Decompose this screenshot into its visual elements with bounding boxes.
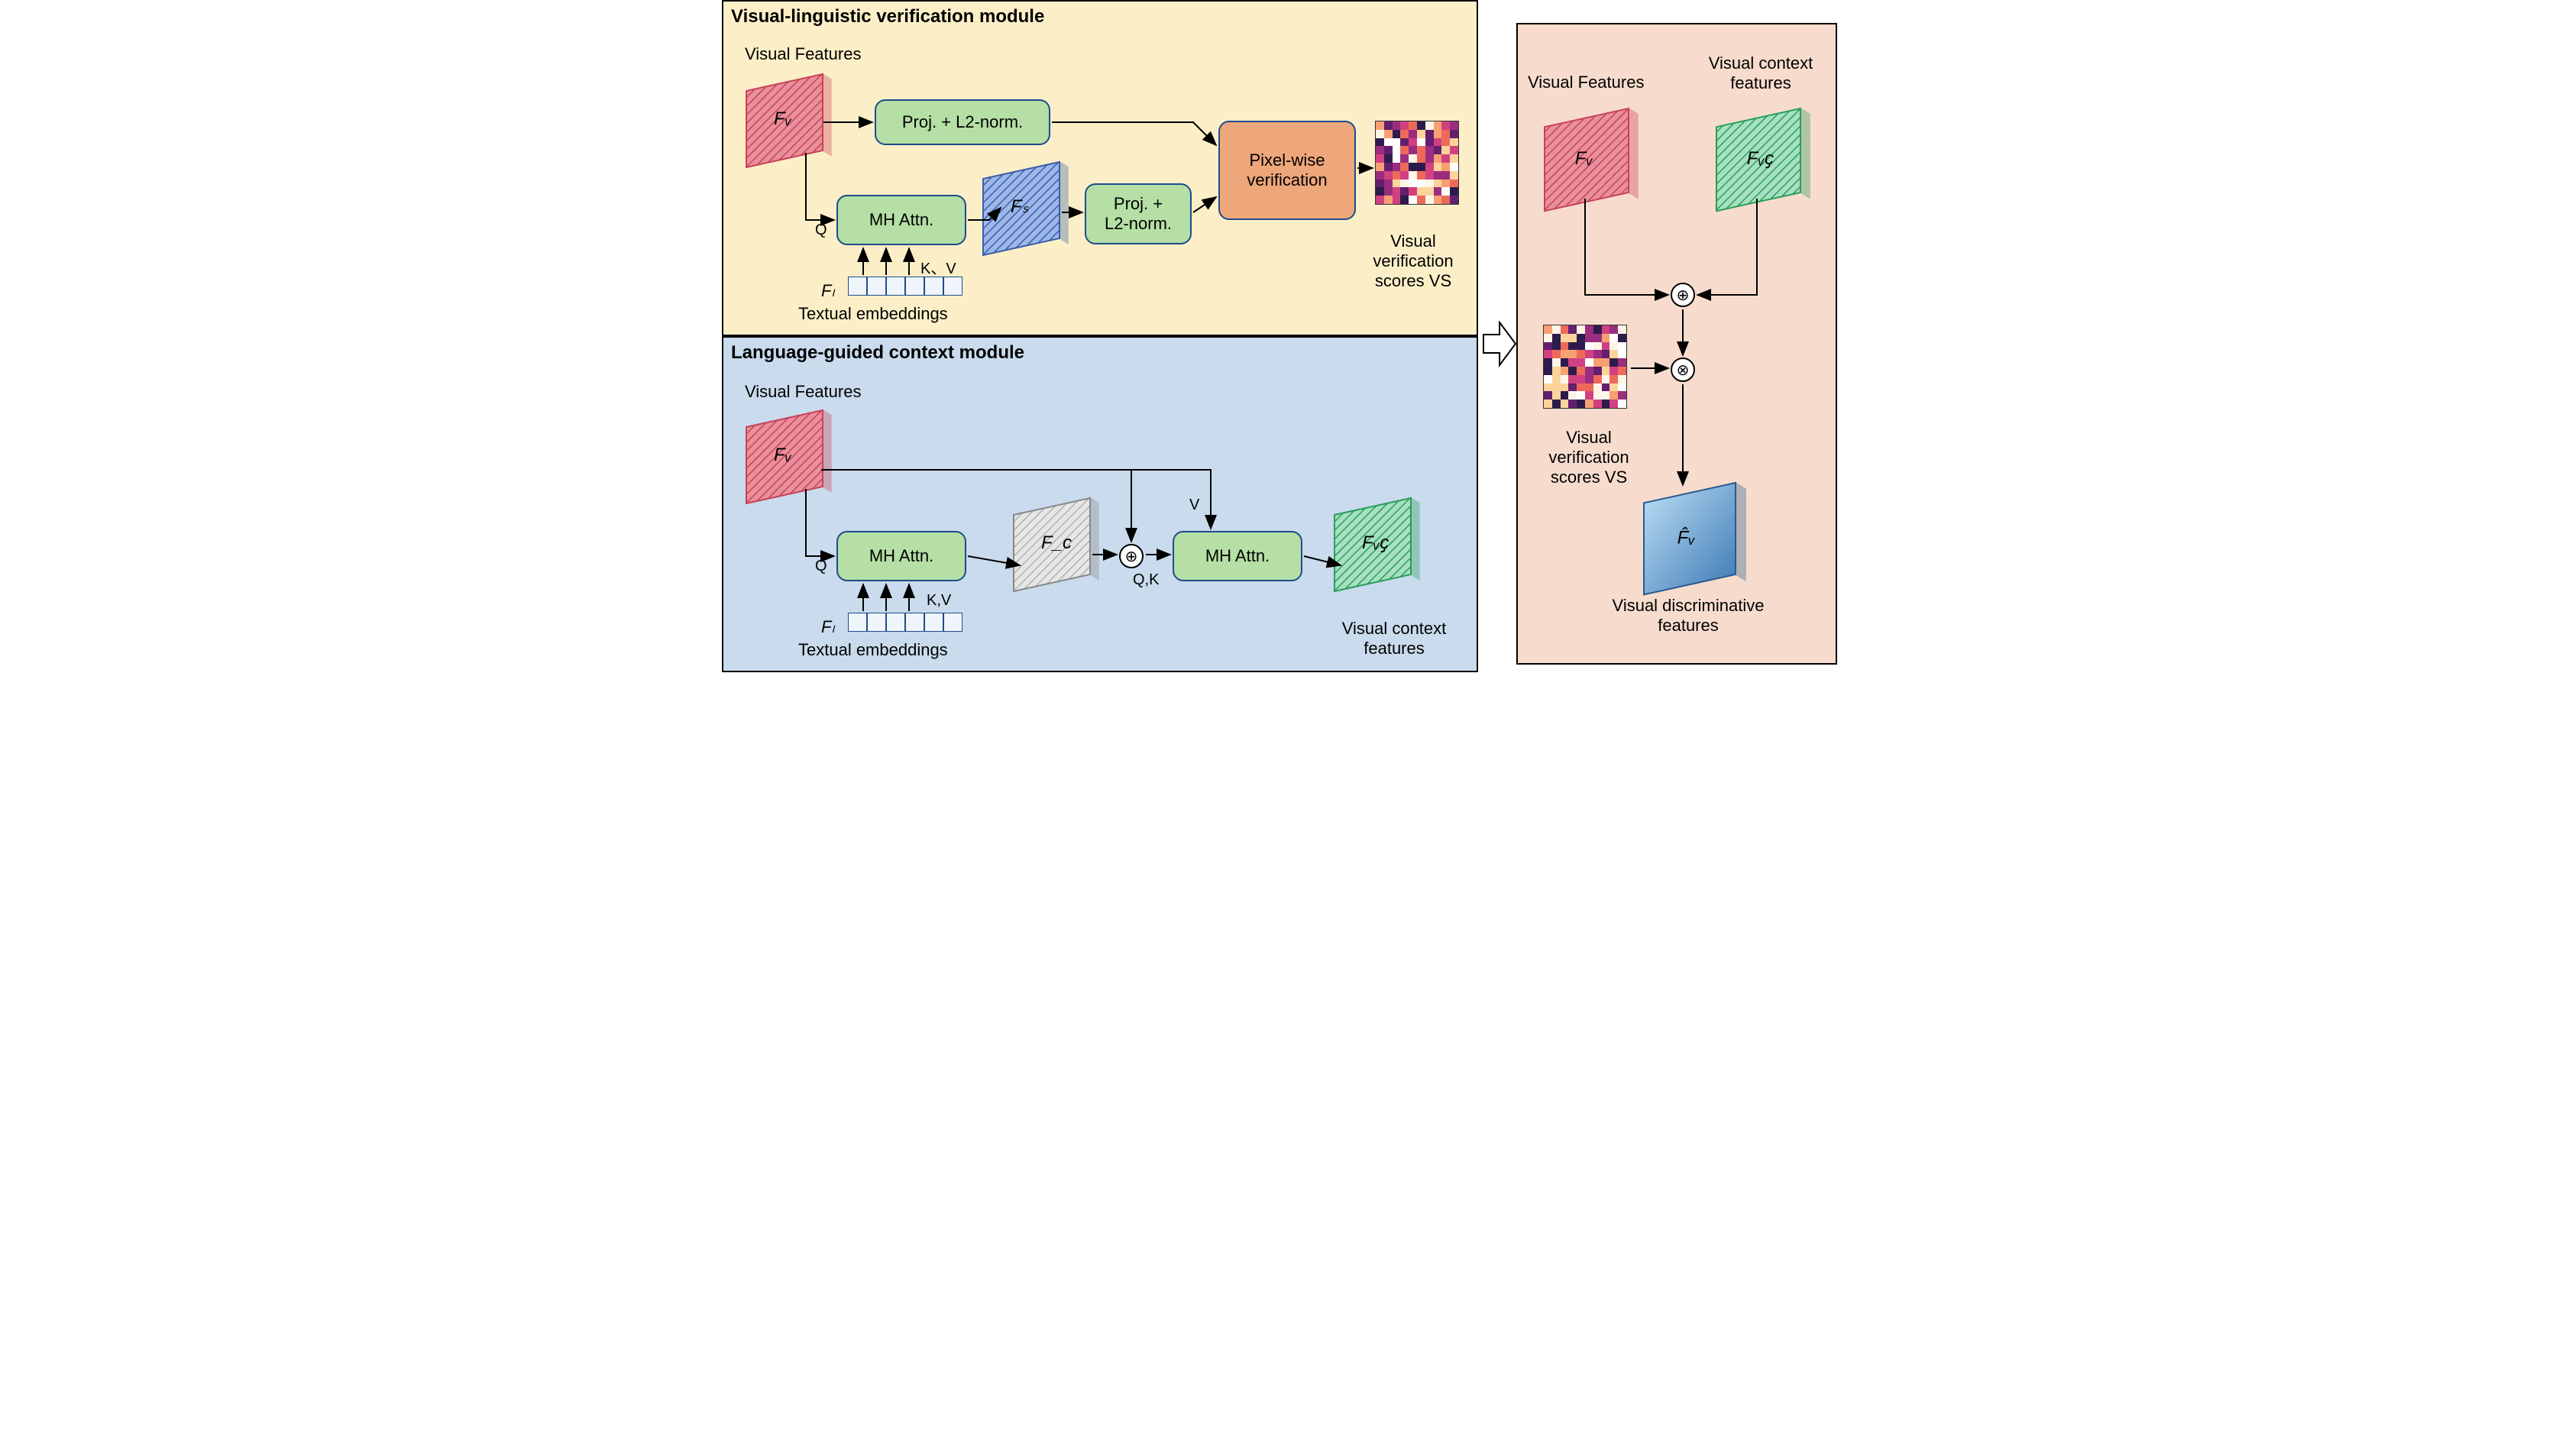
embed-top — [848, 277, 962, 296]
label-vcf: Visual context features — [1325, 619, 1463, 658]
svg-text:Fᵥ: Fᵥ — [1575, 148, 1593, 169]
label-r_vcf: Visual context features — [1692, 53, 1829, 93]
label-q_bot: Q — [815, 558, 827, 575]
svg-text:F̂ᵥ: F̂ᵥ — [1677, 527, 1696, 548]
block-mh_b1: MH Attn. — [836, 531, 966, 581]
panel-title-bottom: Language-guided context module — [731, 342, 1024, 364]
diagram-canvas: Visual-linguistic verification module Lan… — [722, 0, 1837, 688]
label-vf_bot: Visual Features — [745, 382, 861, 402]
label-fl_top: Fₗ — [821, 281, 834, 301]
label-vf_top: Visual Features — [745, 44, 861, 64]
block-proj1: Proj. + L2-norm. — [875, 99, 1050, 145]
feat3d-fv_top: Fᵥ — [745, 73, 841, 169]
feat3d-fs: Fₛ — [982, 160, 1078, 257]
label-r_vdf: Visual discriminative features — [1593, 596, 1784, 636]
label-kv_top: K、V — [920, 256, 956, 278]
label-q_top: Q — [815, 222, 827, 239]
heatmap-top — [1375, 121, 1459, 205]
big-arrow — [1482, 321, 1520, 373]
label-qk_bot: Q,K — [1133, 571, 1159, 589]
svg-text:Fₛ: Fₛ — [1011, 196, 1030, 217]
svg-text:F_c: F_c — [1041, 532, 1072, 553]
svg-text:Fᵥ: Fᵥ — [774, 445, 792, 465]
label-v_bot: V — [1189, 497, 1199, 514]
block-mh_top: MH Attn. — [836, 195, 966, 245]
feat3d-fc: F_c — [1012, 497, 1108, 593]
svg-text:Fᵥ: Fᵥ — [774, 108, 792, 129]
svg-text:Fᵥҫ: Fᵥҫ — [1362, 532, 1389, 553]
label-fl_bot: Fₗ — [821, 617, 834, 637]
op-add_bot: ⊕ — [1119, 544, 1144, 568]
feat3d-r_fvhat: F̂ᵥ — [1642, 481, 1757, 596]
feat3d-fvc_b: Fᵥҫ — [1333, 497, 1429, 593]
feat3d-r_fvc: Fᵥҫ — [1715, 107, 1820, 212]
label-vvs: Visual verification scores VS — [1356, 231, 1470, 291]
embed-bot — [848, 613, 962, 632]
op-mul_r: ⊗ — [1671, 358, 1695, 382]
block-mh_b2: MH Attn. — [1173, 531, 1302, 581]
label-kv_bot: K,V — [927, 592, 951, 610]
label-te_top: Textual embeddings — [798, 304, 948, 324]
svg-text:Fᵥҫ: Fᵥҫ — [1747, 148, 1774, 169]
label-r_vvs: Visual verification scores VS — [1532, 428, 1646, 487]
label-r_vf: Visual Features — [1528, 73, 1644, 92]
block-proj2: Proj. + L2-norm. — [1085, 183, 1192, 244]
feat3d-fv_bot: Fᵥ — [745, 409, 841, 505]
panel-title-top: Visual-linguistic verification module — [731, 6, 1044, 28]
feat3d-r_fv: Fᵥ — [1543, 107, 1648, 212]
op-add_r: ⊕ — [1671, 283, 1695, 307]
label-te_bot: Textual embeddings — [798, 640, 948, 660]
block-pixver: Pixel-wise verification — [1218, 121, 1356, 220]
heatmap-right — [1543, 325, 1627, 409]
